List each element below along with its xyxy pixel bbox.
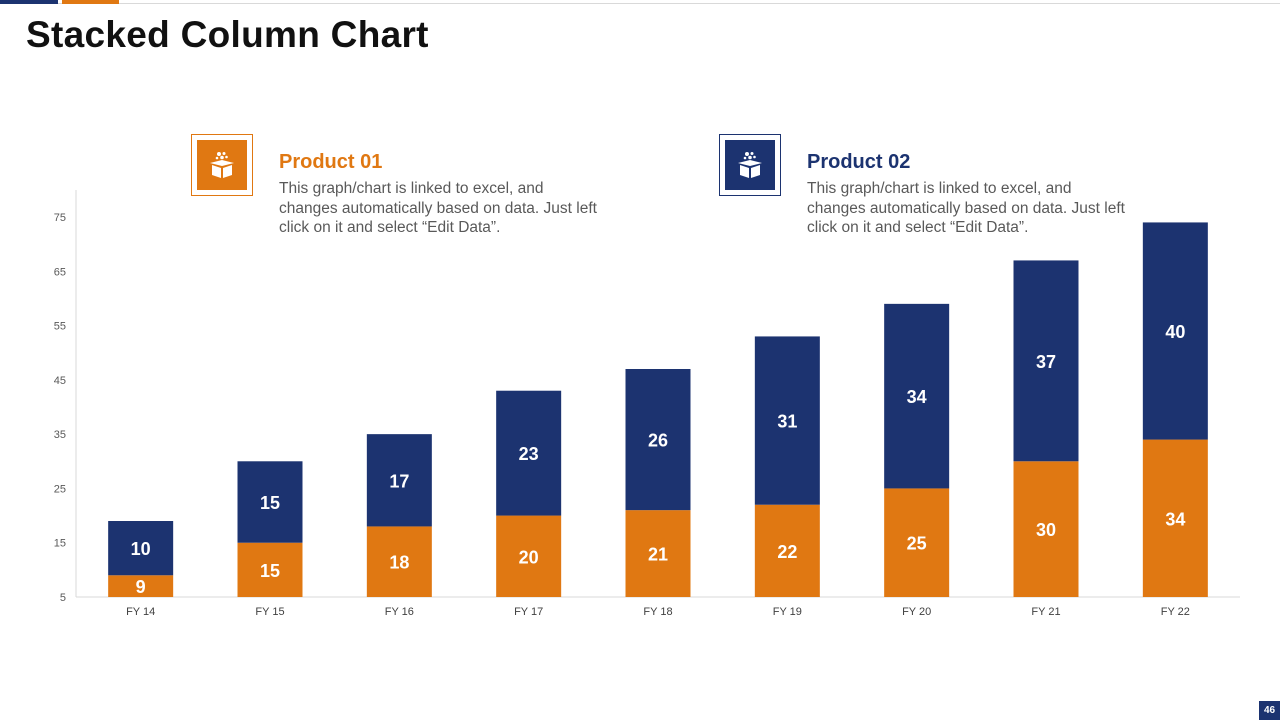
data-label: 40 <box>1165 322 1185 342</box>
y-tick-label: 75 <box>54 212 66 224</box>
data-label: 21 <box>648 545 668 565</box>
legend-description: This graph/chart is linked to excel, and… <box>807 180 1125 236</box>
x-tick-label: FY 14 <box>126 606 155 618</box>
x-tick-label: FY 20 <box>902 606 931 618</box>
data-label: 15 <box>260 493 280 513</box>
bar-segment-product-02 <box>366 434 432 527</box>
gift-box-icon <box>197 140 247 190</box>
data-label: 25 <box>907 534 927 554</box>
y-tick-label: 45 <box>54 375 66 387</box>
bar-segment-product-01 <box>366 526 432 597</box>
bar-segment-product-01 <box>1013 461 1079 597</box>
accent-bar-orange <box>62 0 119 4</box>
x-tick-label: FY 17 <box>514 606 543 618</box>
x-tick-label: FY 15 <box>255 606 284 618</box>
data-label: 23 <box>519 444 539 464</box>
legend-swatch-product-02 <box>719 134 781 196</box>
data-label: 30 <box>1036 520 1056 540</box>
page-title: Stacked Column Chart <box>26 14 429 55</box>
bar-segment-product-02 <box>1142 222 1208 440</box>
bar-segment-product-02 <box>625 369 691 511</box>
y-tick-label: 25 <box>54 483 66 495</box>
data-label: 20 <box>519 547 539 567</box>
bar-segment-product-02 <box>237 461 303 543</box>
gift-box-icon <box>725 140 775 190</box>
data-label: 17 <box>389 471 409 491</box>
bar-segment-product-01 <box>108 575 174 597</box>
legend-title: Product 02 <box>807 151 911 173</box>
x-tick-label: FY 22 <box>1161 606 1190 618</box>
y-tick-label: 55 <box>54 321 66 333</box>
bar-segment-product-02 <box>108 521 174 576</box>
data-label: 34 <box>907 387 927 407</box>
data-label: 26 <box>648 431 668 451</box>
data-label: 10 <box>131 539 151 559</box>
bar-segment-product-01 <box>237 542 303 597</box>
data-label: 18 <box>389 553 409 573</box>
x-tick-label: FY 16 <box>385 606 414 618</box>
legend-description: This graph/chart is linked to excel, and… <box>279 180 597 236</box>
y-tick-label: 15 <box>54 538 66 550</box>
bar-segment-product-02 <box>496 390 562 516</box>
x-tick-label: FY 21 <box>1031 606 1060 618</box>
y-tick-label: 35 <box>54 429 66 441</box>
bar-segment-product-01 <box>884 488 950 597</box>
y-tick-label: 5 <box>60 592 66 604</box>
data-label: 22 <box>777 542 797 562</box>
bar-segment-product-01 <box>625 510 691 597</box>
bar-segment-product-01 <box>496 515 562 597</box>
top-rule <box>0 3 1280 4</box>
data-label: 9 <box>136 577 146 597</box>
data-label: 37 <box>1036 352 1056 372</box>
legend-swatch-product-01 <box>191 134 253 196</box>
bar-segment-product-02 <box>1013 260 1079 462</box>
page-number: 46 <box>1259 701 1280 720</box>
legend-title: Product 01 <box>279 151 383 173</box>
bar-segment-product-01 <box>1142 439 1208 597</box>
data-label: 15 <box>260 561 280 581</box>
x-tick-label: FY 18 <box>643 606 672 618</box>
x-tick-label: FY 19 <box>773 606 802 618</box>
y-tick-label: 65 <box>54 266 66 278</box>
data-label: 34 <box>1165 509 1185 529</box>
bar-segment-product-02 <box>884 303 950 489</box>
accent-bar-blue <box>0 0 58 4</box>
bar-segment-product-02 <box>754 336 820 505</box>
bar-segment-product-01 <box>754 504 820 597</box>
data-label: 31 <box>777 412 797 432</box>
